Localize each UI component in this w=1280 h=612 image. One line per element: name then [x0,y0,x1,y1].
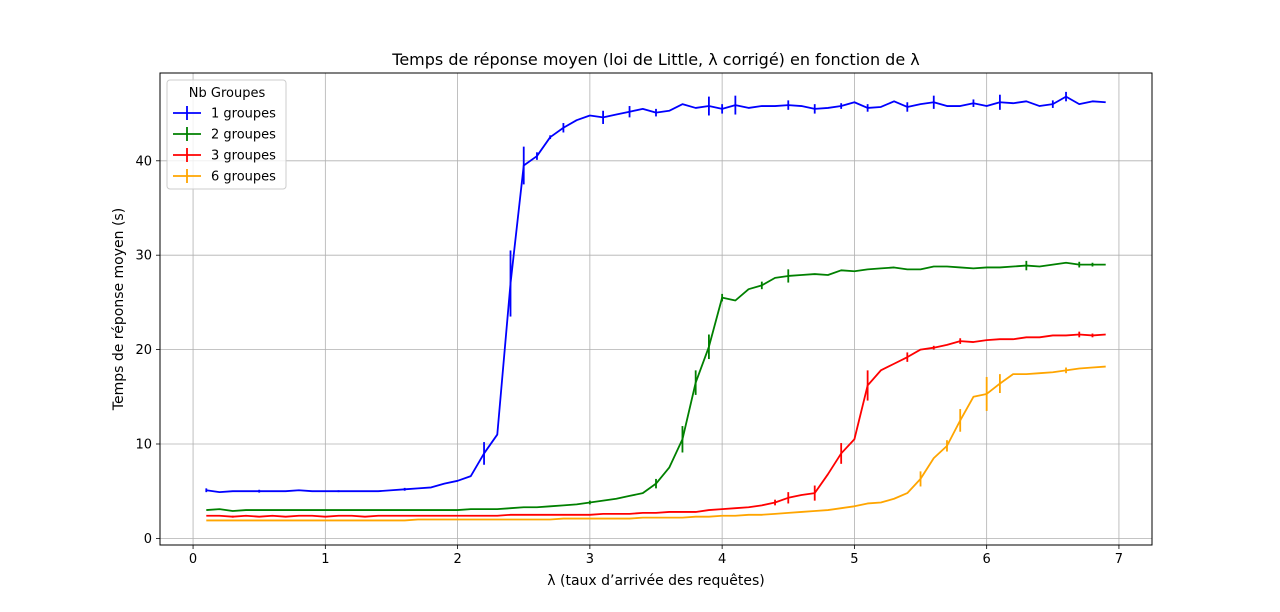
legend-label-2-groupes: 2 groupes [211,128,276,143]
series-line-3-groupes [206,333,1106,518]
series-2-groupes [206,260,1106,512]
chart-title: Temps de réponse moyen (loi de Little, λ… [391,50,919,69]
x-tick-label: 3 [586,552,594,567]
x-tick-label: 1 [321,552,329,567]
x-axis-label: λ (taux d’arrivée des requêtes) [547,573,764,589]
series-layer [205,91,1106,522]
y-tick-label: 10 [135,437,152,452]
y-tick-label: 0 [144,532,152,547]
series-3-groupes [206,331,1106,518]
legend: Nb Groupes 1 groupes 2 groupes 3 groupes 6 … [166,79,287,190]
ticks: 0 1 2 3 4 5 6 7 0 10 20 30 40 [135,154,1123,567]
x-tick-label: 6 [983,552,991,567]
legend-label-1-groupes: 1 groupes [211,107,276,122]
x-tick-label: 5 [850,552,858,567]
plot-frame [159,72,1153,546]
legend-box [166,79,287,190]
y-tick-label: 30 [135,249,152,264]
series-6-groupes [206,365,1106,522]
series-line-6-groupes [206,365,1106,522]
grid [160,73,1152,545]
x-tick-label: 4 [718,552,726,567]
x-tick-label: 7 [1115,552,1123,567]
y-tick-label: 40 [135,154,152,169]
legend-title: Nb Groupes [189,86,266,101]
y-axis-label: Temps de réponse moyen (s) [111,208,127,411]
x-tick-label: 2 [453,552,461,567]
legend-entries: 1 groupes 2 groupes 3 groupes 6 groupes [173,106,276,185]
legend-label-6-groupes: 6 groupes [211,170,276,185]
y-tick-label: 20 [135,343,152,358]
x-tick-label: 0 [189,552,197,567]
legend-label-3-groupes: 3 groupes [211,149,276,164]
series-1-groupes [205,91,1106,494]
